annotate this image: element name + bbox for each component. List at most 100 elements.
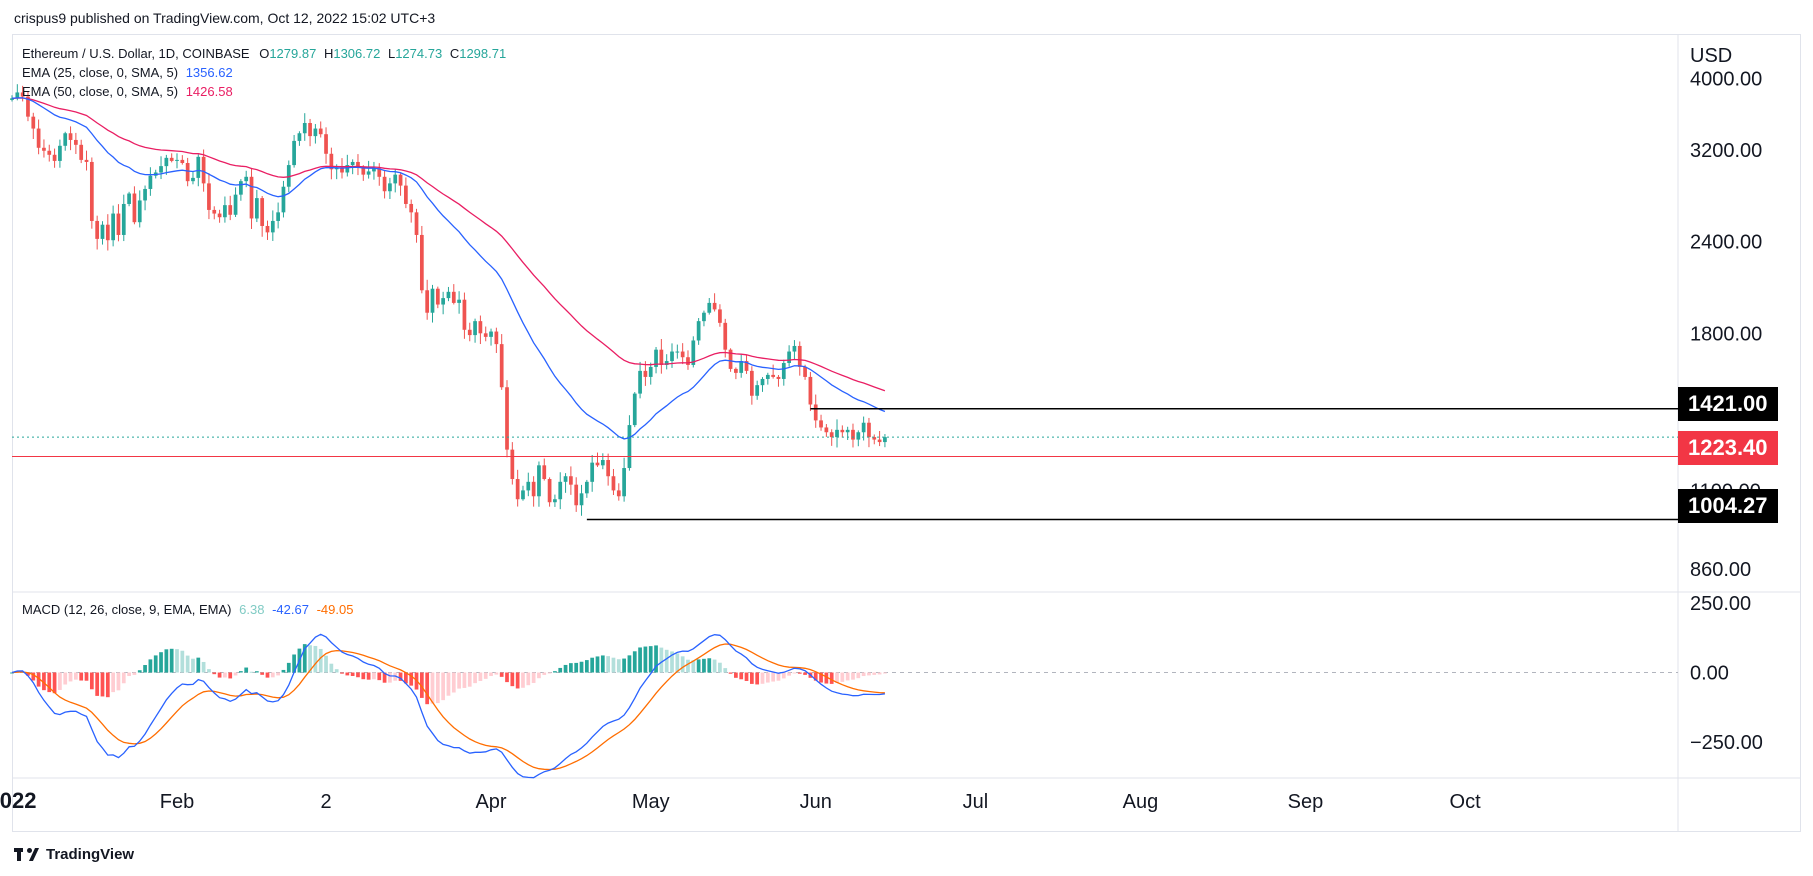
candle-up [696, 321, 701, 341]
candle-down [813, 404, 818, 421]
macd-histogram-bar [478, 672, 483, 681]
tradingview-footer[interactable]: TradingView [14, 846, 134, 863]
candle-down [643, 370, 648, 377]
candle-up [223, 205, 227, 218]
high-label: H [323, 46, 334, 61]
macd-histogram-bar [382, 672, 387, 683]
macd-histogram-bar [771, 672, 776, 682]
candle-up [553, 499, 557, 503]
macd-histogram-bar [702, 658, 706, 673]
candle-down [872, 437, 877, 440]
candle-down [611, 476, 616, 491]
time-tick-label: Oct [1450, 791, 1482, 813]
candle-down [776, 376, 781, 379]
macd-histogram-bar [132, 672, 137, 675]
candle-up [191, 177, 195, 182]
candle-up [489, 331, 493, 337]
macd-histogram-bar [201, 661, 206, 673]
macd-histogram-bar [223, 672, 227, 678]
macd-histogram-bar [515, 672, 520, 689]
candle-down [723, 322, 728, 350]
macd-histogram-bar [632, 651, 637, 673]
candle-down [547, 479, 552, 503]
ema50-legend[interactable]: EMA (50, close, 0, SMA, 5) 1426.58 [22, 84, 233, 99]
candle-up [707, 302, 712, 313]
candle-up [446, 291, 451, 299]
candle-up [143, 188, 147, 201]
time-tick-label: Sep [1288, 791, 1324, 813]
candle-down [808, 376, 813, 405]
candle-up [622, 468, 626, 497]
current-price-tag: 1223.40 [1678, 431, 1778, 465]
macd-histogram-bar [127, 672, 131, 677]
macd-histogram-bar [111, 672, 115, 693]
price-tick-label: 3200.00 [1690, 140, 1762, 162]
macd-signal-value: -49.05 [316, 602, 354, 617]
candle-down [404, 185, 408, 204]
macd-histogram-bar [196, 657, 201, 673]
macd-legend[interactable]: MACD (12, 26, close, 9, EMA, EMA) 6.38 -… [22, 602, 353, 617]
macd-histogram-bar [489, 672, 493, 677]
high-value: 1306.72 [333, 46, 381, 61]
candle-up [787, 351, 791, 364]
macd-histogram-bar [638, 647, 642, 673]
ema25-legend[interactable]: EMA (25, close, 0, SMA, 5) 1356.62 [22, 65, 233, 80]
candle-up [835, 429, 839, 438]
macd-histogram-bar [505, 672, 509, 683]
candle-down [361, 167, 366, 175]
macd-histogram-bar [68, 672, 73, 682]
candle-down [324, 134, 328, 154]
macd-histogram-bar [611, 657, 616, 673]
macd-histogram-bar [803, 672, 807, 675]
candle-down [265, 225, 270, 233]
macd-histogram-bar [419, 672, 424, 698]
candle-up [292, 140, 296, 166]
macd-histogram-bar [281, 669, 286, 673]
low-value: 1274.73 [395, 46, 443, 61]
macd-histogram-bar [52, 672, 57, 694]
macd-histogram-bar [143, 665, 147, 673]
macd-histogram-bar [483, 672, 488, 679]
macd-histogram-bar [595, 656, 600, 673]
macd-histogram-bar [569, 663, 573, 673]
candle-up [388, 183, 392, 192]
macd-histogram-bar [26, 672, 30, 676]
macd-histogram-bar [430, 672, 435, 704]
candle-up [654, 349, 658, 367]
candle-up [590, 462, 595, 482]
candle-down [31, 116, 36, 129]
candle-down [451, 291, 456, 303]
macd-line [11, 633, 885, 779]
macd-histogram-bar [861, 672, 866, 677]
macd-histogram-bar [499, 672, 504, 677]
time-tick-label: Jul [963, 791, 989, 813]
macd-histogram-bar [159, 652, 163, 673]
candle-up [856, 432, 861, 440]
candle-down [419, 234, 424, 291]
candle-up [15, 92, 20, 99]
macd-histogram-bar [851, 672, 855, 680]
candle-down [749, 370, 754, 396]
candle-up [175, 159, 179, 161]
macd-histogram-bar [675, 653, 680, 673]
open-value: 1279.87 [269, 46, 317, 61]
candle-up [254, 198, 259, 219]
candle-up [675, 351, 680, 353]
macd-histogram-bar [425, 672, 430, 705]
macd-histogram-bar [734, 672, 738, 678]
macd-histogram-bar [74, 672, 78, 680]
candle-down [712, 302, 717, 310]
macd-histogram-bar [537, 672, 541, 679]
candle-up [58, 145, 62, 161]
candle-up [579, 493, 584, 506]
macd-histogram-bar [749, 672, 754, 684]
candle-down [105, 224, 110, 241]
candle-down [132, 193, 137, 223]
macd-histogram-bar [292, 654, 296, 673]
macd-histogram-bar [462, 672, 467, 688]
candle-up [563, 476, 568, 482]
price-tick-label: 4000.00 [1690, 69, 1762, 91]
time-tick-label: Apr [475, 791, 506, 813]
publish-info: crispus9 published on TradingView.com, O… [14, 10, 436, 26]
